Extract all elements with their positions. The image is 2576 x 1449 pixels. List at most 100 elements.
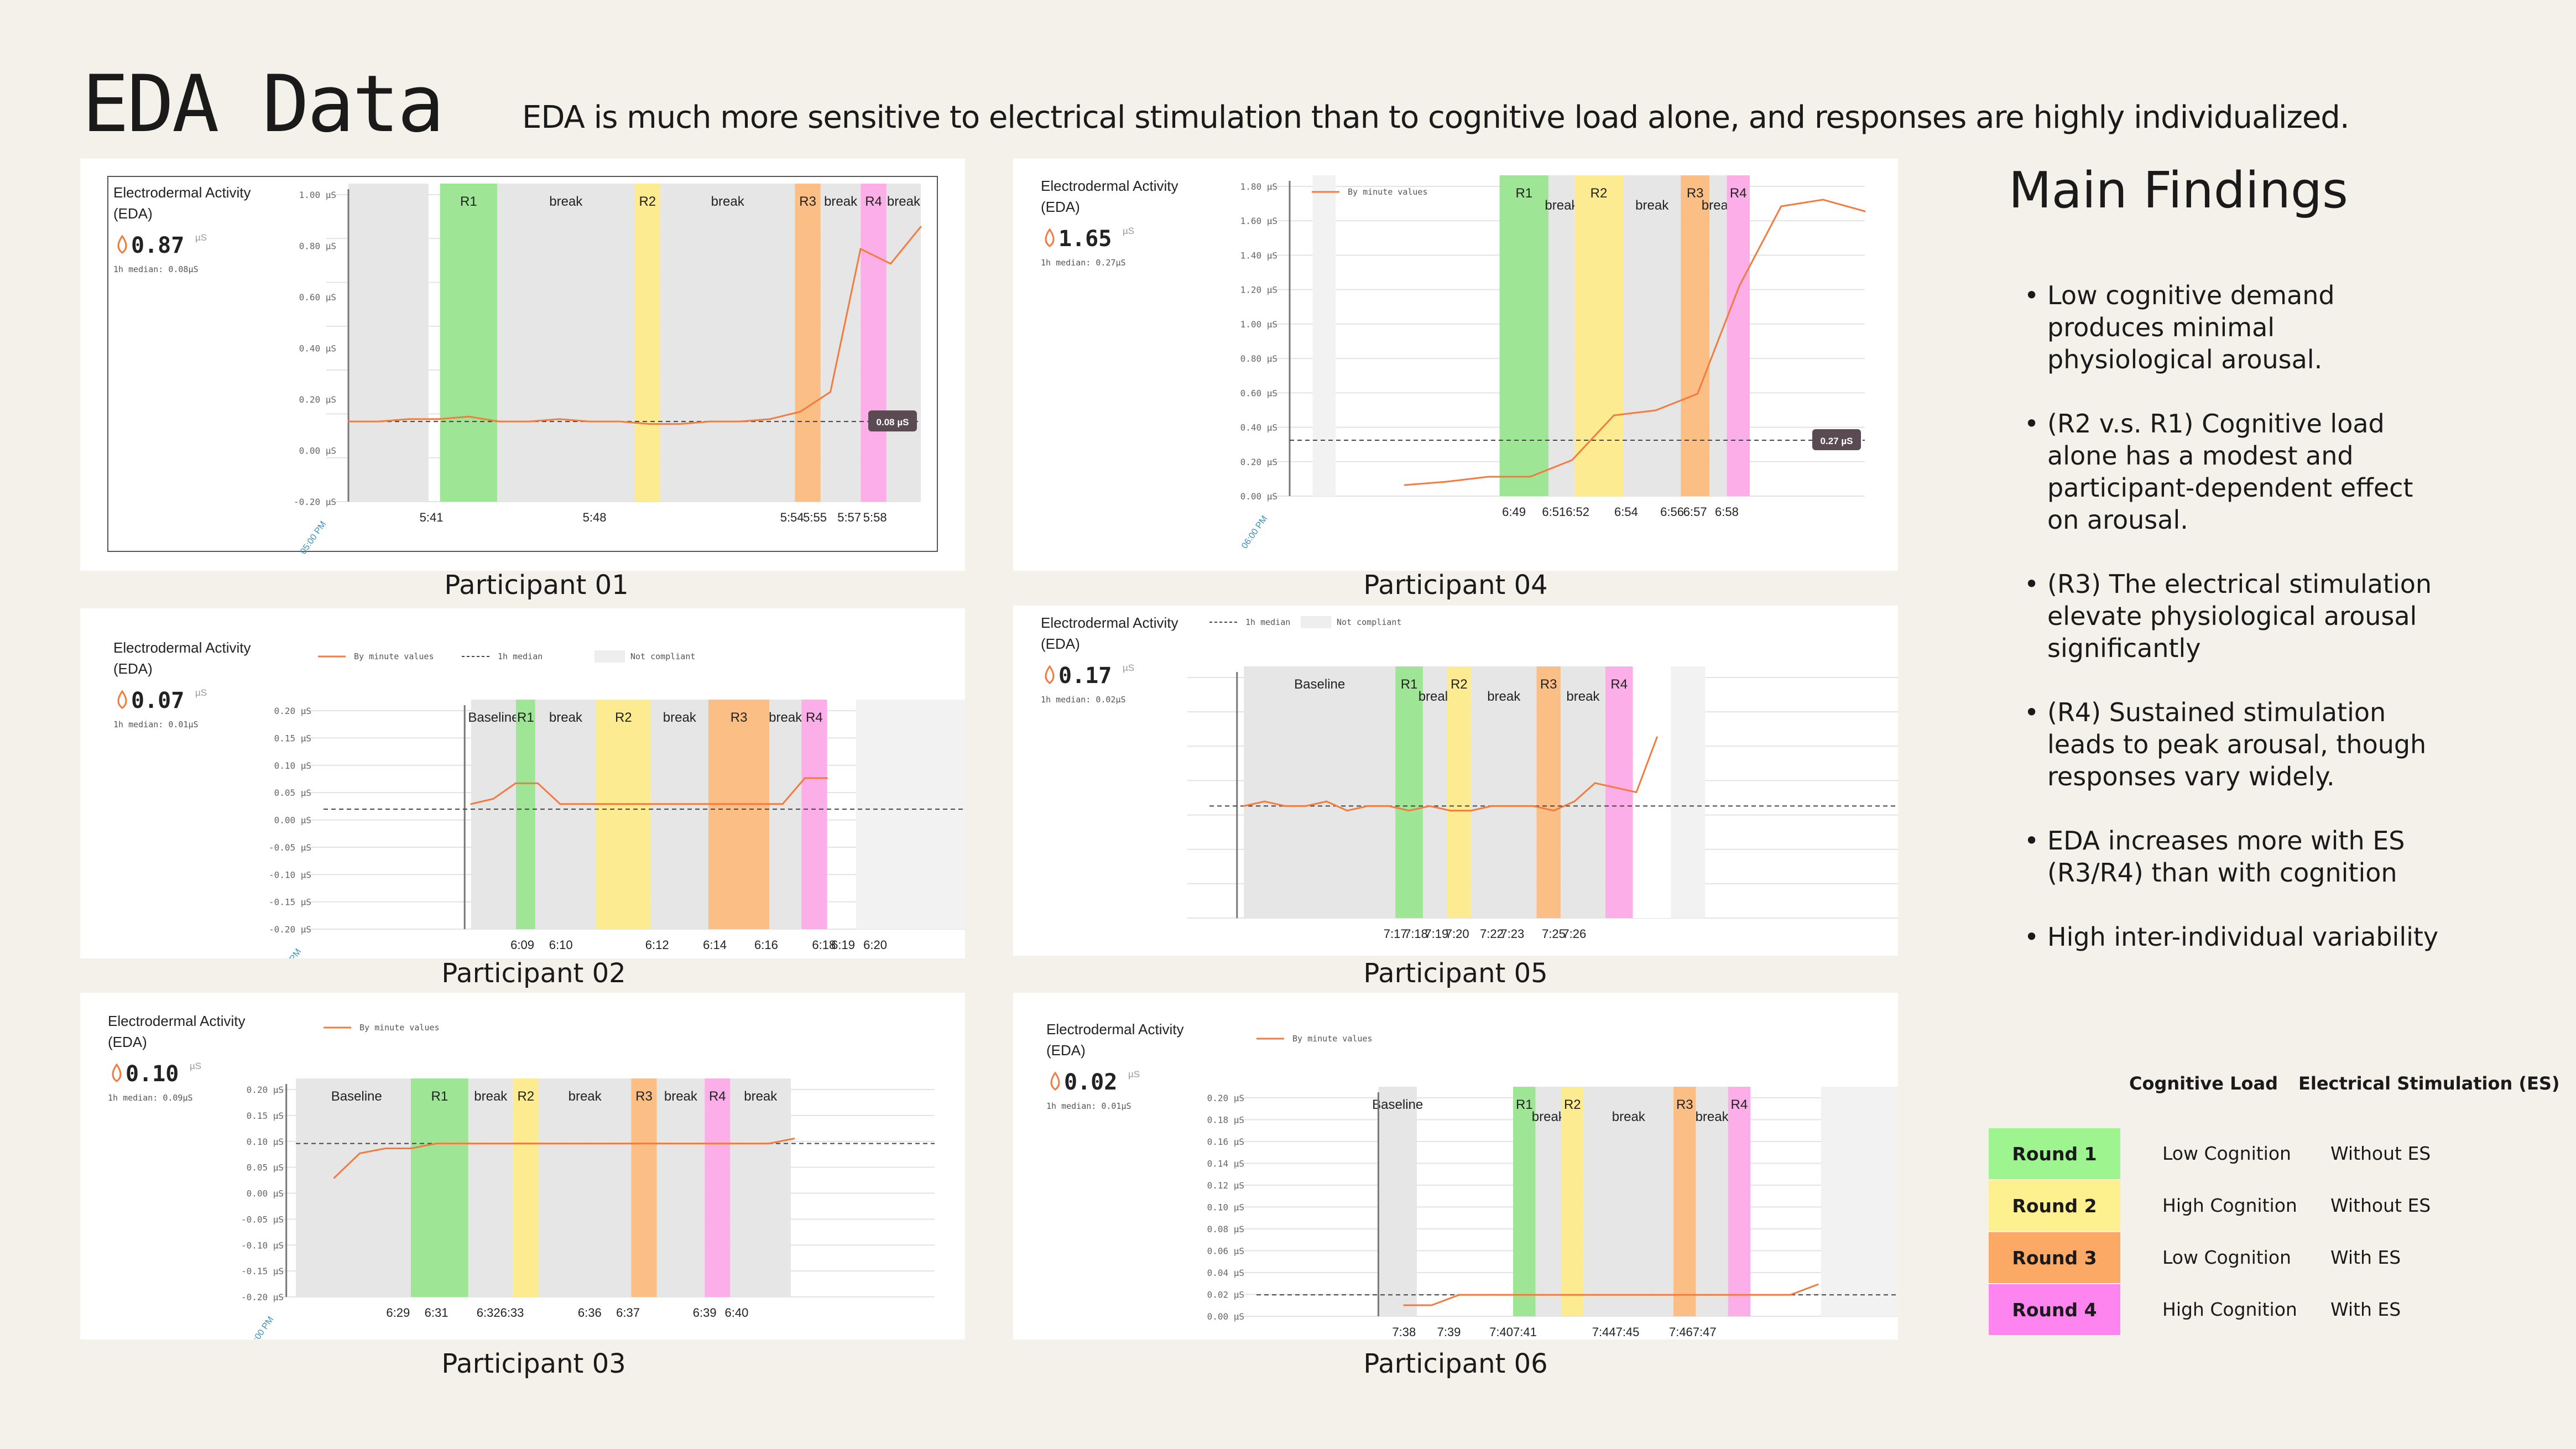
eda-data-point xyxy=(769,418,771,420)
eda-data-point xyxy=(603,803,606,805)
chart-panel-p02: Baseline R1 break R2 break R3 break R4 0.20 µS 0.… xyxy=(80,608,965,958)
participant-label: Participant 01 xyxy=(444,570,629,601)
eda-data-point xyxy=(1696,393,1698,395)
y-tick-label: 0.14 µS xyxy=(1207,1159,1244,1169)
band-label: R3 xyxy=(799,194,816,209)
y-tick-label: 0.05 µS xyxy=(274,788,311,798)
widget-subtitle: (EDA) xyxy=(113,205,153,222)
eda-data-point xyxy=(347,420,350,423)
eda-series-line xyxy=(348,226,922,425)
y-tick-label: 0.15 µS xyxy=(247,1111,284,1121)
y-tick-label: 0.00 µS xyxy=(1240,491,1277,502)
band-break xyxy=(1560,666,1605,918)
band-break xyxy=(660,184,795,502)
legend-es-round3: With ES xyxy=(2330,1247,2401,1268)
eda-data-point xyxy=(1403,1304,1405,1306)
band-label: R3 xyxy=(1687,186,1704,201)
eda-series-line xyxy=(1404,1284,1818,1306)
finding-item: EDA increases more with ES (R3/R4) than … xyxy=(2024,825,2444,889)
x-axis-start-label: 06:00 PM xyxy=(246,1315,275,1339)
chart-panel-p04: R1 break R2 break R3 break R4 1.80 µS 1.60 µS 1.4… xyxy=(1013,159,1898,571)
median-label: 1h median: 0.09µS xyxy=(108,1093,193,1103)
widget-subtitle: (EDA) xyxy=(113,660,153,677)
x-tick-label: 6:39 xyxy=(693,1306,717,1320)
eda-data-point xyxy=(665,1143,668,1145)
finding-item: Low cognitive demand produces minimal ph… xyxy=(2024,279,2444,376)
y-tick-label: 0.10 µS xyxy=(274,760,311,771)
eda-data-point xyxy=(742,1143,744,1145)
x-tick-label: 7:18 xyxy=(1404,927,1428,941)
current-value: 0.07 xyxy=(131,688,184,713)
eda-data-point xyxy=(830,391,832,393)
eda-data-point xyxy=(1264,800,1266,802)
eda-data-point xyxy=(1635,791,1638,793)
band-r2 xyxy=(513,1078,539,1297)
band-baseline xyxy=(296,1078,418,1297)
legend-swatch-round4: Round 4 xyxy=(1989,1284,2120,1335)
band-r3 xyxy=(795,184,821,502)
eda-data-point xyxy=(670,803,672,805)
y-tick-label: 1.80 µS xyxy=(1240,181,1277,192)
chart-panel-p01: R1 break R2 break R3 break R4 break 1.00 µS 0.80 … xyxy=(80,159,965,571)
legend-swatch-round3: Round 3 xyxy=(1989,1232,2120,1283)
y-tick-label: 0.08 µS xyxy=(1207,1224,1244,1234)
x-tick-label: 7:20 xyxy=(1446,927,1469,941)
x-axis-start-label: 05:00 PM xyxy=(299,520,328,556)
eda-chart-p5: Baseline R1 break R2 break R3 break R4 break 0.20… xyxy=(108,1013,935,1339)
band-white xyxy=(1633,666,1671,918)
median-label: 1h median: 0.08µS xyxy=(113,264,199,274)
eda-data-point xyxy=(410,1148,412,1149)
y-tick-label: 0.40 µS xyxy=(299,343,336,354)
band-label: break xyxy=(569,1089,602,1104)
eda-data-point xyxy=(512,1143,514,1145)
eda-data-point xyxy=(1655,409,1657,411)
eda-data-point xyxy=(384,1148,387,1149)
band-light xyxy=(1671,666,1706,918)
band-label: R4 xyxy=(1730,186,1747,201)
band-r4 xyxy=(705,1078,731,1297)
drop-icon xyxy=(117,234,127,254)
band-r4 xyxy=(1728,1087,1751,1316)
y-tick-label: 0.15 µS xyxy=(274,733,311,743)
legend-noncompliant-swatch xyxy=(1301,616,1331,628)
eda-chart-p4: Baseline R1breakR2breakR3breakR47:177:187… xyxy=(1041,614,1898,941)
x-tick-label: 6:56 xyxy=(1660,505,1684,519)
band-baseline xyxy=(1244,666,1396,918)
eda-data-point xyxy=(1305,805,1307,807)
eda-data-point xyxy=(461,1143,463,1145)
band-label: R1 xyxy=(431,1089,449,1104)
eda-data-point xyxy=(1541,1294,1543,1296)
legend-cognitive-round4: High Cognition xyxy=(2162,1299,2297,1320)
eda-data-point xyxy=(618,420,620,423)
band-label: break xyxy=(664,1089,698,1104)
band-label: break xyxy=(663,710,697,725)
eda-data-point xyxy=(1822,199,1824,201)
legend-entry: 1h median xyxy=(498,651,543,661)
band-r3 xyxy=(708,700,770,929)
eda-data-point xyxy=(1780,205,1782,207)
findings-title: Main Findings xyxy=(2009,161,2348,220)
eda-data-point xyxy=(1864,210,1866,212)
y-tick-label: -0.20 µS xyxy=(241,1292,284,1302)
eda-data-point xyxy=(1513,1294,1515,1296)
legend-noncompliant-swatch xyxy=(595,650,625,663)
y-tick-label: 0.00 µS xyxy=(299,446,336,456)
band-break xyxy=(1535,1087,1561,1316)
drop-icon xyxy=(1045,228,1055,247)
band-label: R3 xyxy=(635,1089,653,1104)
legend-entry: By minute values xyxy=(359,1023,440,1033)
eda-data-point xyxy=(492,798,494,800)
current-value: 0.17 xyxy=(1058,663,1112,689)
drop-icon xyxy=(1045,665,1055,684)
drop-icon xyxy=(1050,1071,1060,1091)
x-tick-label: 6:12 xyxy=(645,938,669,952)
value-unit: µS xyxy=(190,1061,201,1071)
eda-data-point xyxy=(859,248,862,250)
eda-data-point xyxy=(559,803,561,805)
eda-data-point xyxy=(1388,805,1390,807)
median-badge-label: 0.08 µS xyxy=(877,417,909,428)
band-label: Baseline xyxy=(1372,1097,1423,1112)
band-r3 xyxy=(1673,1087,1696,1316)
band-label: break xyxy=(1635,198,1669,213)
findings-list: Low cognitive demand produces minimal ph… xyxy=(2024,279,2444,985)
